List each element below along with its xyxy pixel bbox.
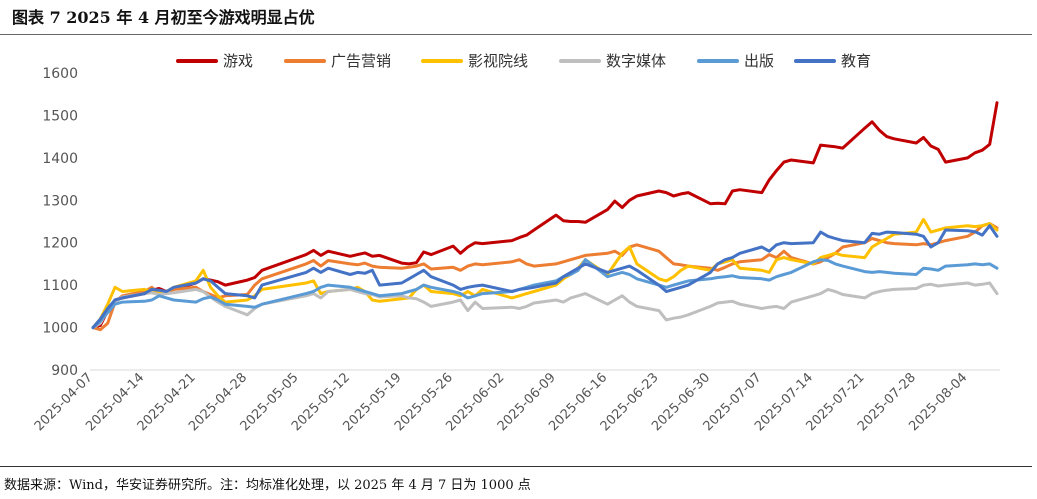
source-note: 数据来源：Wind，华安证券研究所。注：均标准化处理，以 2025 年 4 月 …	[4, 478, 531, 493]
legend-label: 出版	[744, 52, 774, 70]
y-tick-label: 900	[51, 363, 78, 379]
y-tick-label: 1600	[42, 66, 78, 82]
y-tick-label: 1300	[42, 193, 78, 209]
legend-item: 广告营销	[284, 52, 391, 70]
y-tick-label: 1000	[42, 321, 78, 337]
legend-label: 游戏	[223, 52, 253, 70]
series-line-6	[91, 224, 999, 330]
legend-item: 数字媒体	[559, 52, 666, 70]
axis-layer: 90010001100120013001400150016002025-04-0…	[32, 66, 1000, 434]
figure-title: 图表 7 2025 年 4 月初至今游戏明显占优	[12, 8, 315, 27]
y-tick-label: 1400	[42, 151, 78, 167]
series-line-1	[91, 101, 999, 330]
y-tick-label: 1500	[42, 108, 78, 124]
legend-label: 广告营销	[331, 52, 391, 70]
legend-label: 影视院线	[468, 52, 528, 70]
series-line-2	[91, 222, 999, 332]
title-divider	[0, 34, 1032, 35]
legend-item: 影视院线	[421, 52, 528, 70]
legend-label: 教育	[841, 52, 871, 70]
legend-label: 数字媒体	[606, 52, 666, 70]
legend: 游戏 广告营销 影视院线 数字媒体 出版 教育	[176, 52, 871, 70]
y-tick-label: 1200	[42, 236, 78, 252]
series-line-4	[91, 281, 999, 330]
legend-item: 教育	[794, 52, 871, 70]
y-tick-label: 1100	[42, 278, 78, 294]
series-layer	[91, 101, 999, 332]
footer-divider	[0, 466, 1032, 467]
legend-item: 游戏	[176, 52, 253, 70]
series-line-3	[91, 217, 999, 330]
legend-item: 出版	[697, 52, 774, 70]
